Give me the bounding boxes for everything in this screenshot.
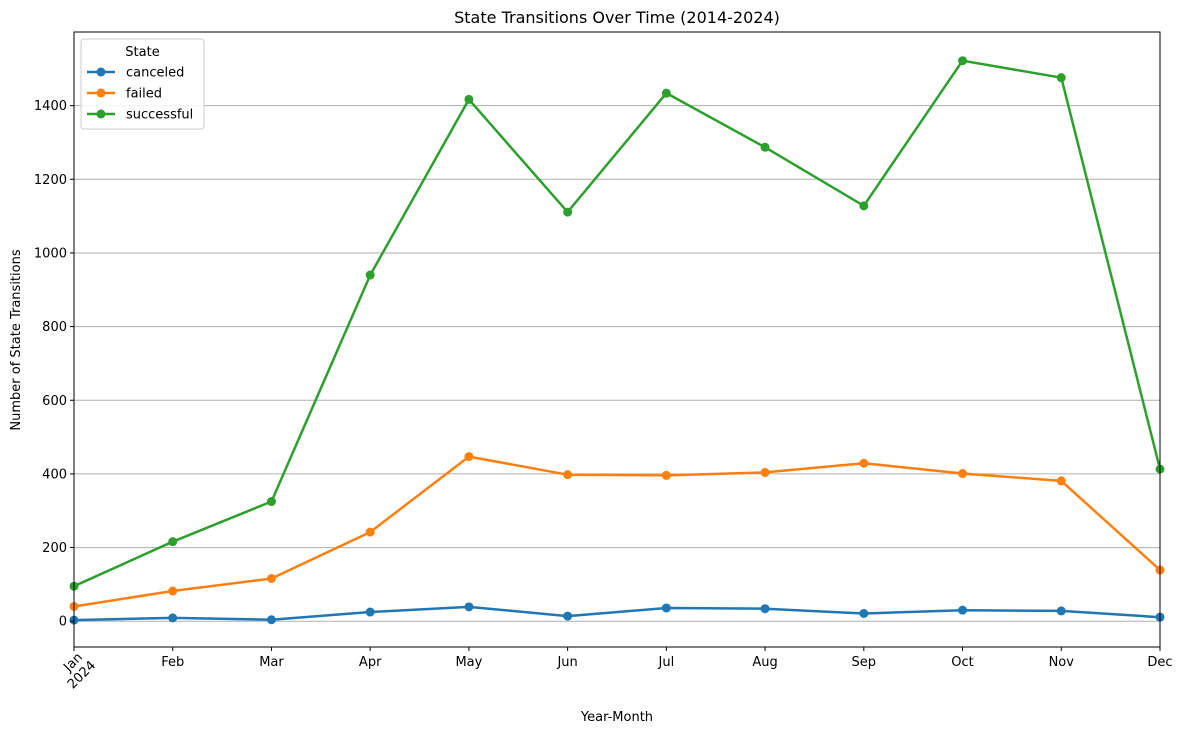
data-point xyxy=(266,574,276,584)
x-tick-label: Feb xyxy=(161,655,184,670)
data-point xyxy=(760,467,770,477)
data-point xyxy=(168,586,178,596)
y-tick-label: 400 xyxy=(42,467,67,482)
grid xyxy=(74,105,1160,622)
legend-box xyxy=(80,38,205,130)
x-tick-label: Apr xyxy=(359,655,382,670)
data-point xyxy=(266,615,276,625)
data-point xyxy=(760,604,770,614)
y-tick-label: 0 xyxy=(59,615,67,630)
legend-label: failed xyxy=(126,87,162,102)
data-point xyxy=(760,142,770,152)
legend-marker xyxy=(96,88,106,98)
data-point xyxy=(365,527,375,537)
y-axis-label: Number of State Transitions xyxy=(9,249,24,430)
x-tick-label: Mar xyxy=(259,655,284,670)
legend-item: failed xyxy=(87,87,162,102)
x-tick-label: Dec xyxy=(1147,655,1172,670)
x-tick-label: Sep xyxy=(852,655,877,670)
data-point xyxy=(958,56,968,66)
x-tick-label: May xyxy=(455,655,482,670)
data-point xyxy=(168,613,178,623)
series-successful xyxy=(69,56,1165,591)
x-tick-label: Jun xyxy=(556,655,577,670)
data-point xyxy=(365,607,375,617)
x-tick-label: Aug xyxy=(752,655,777,670)
x-axis-label: Year-Month xyxy=(580,710,653,725)
series-line xyxy=(73,605,1161,622)
series-canceled xyxy=(69,602,1165,625)
legend-item: canceled xyxy=(87,66,184,81)
data-point xyxy=(266,497,276,507)
data-point xyxy=(859,201,869,211)
y-tick-label: 1400 xyxy=(34,99,67,114)
x-tick-label: Nov xyxy=(1049,655,1075,670)
data-point xyxy=(168,537,178,547)
legend-title: State xyxy=(125,45,159,60)
data-point xyxy=(661,470,671,480)
y-tick-label: 800 xyxy=(42,320,67,335)
data-point xyxy=(958,605,968,615)
data-point xyxy=(1056,476,1066,486)
y-tick-label: 1000 xyxy=(34,246,67,261)
y-tick-label: 200 xyxy=(42,541,67,556)
data-point xyxy=(563,470,573,480)
data-point xyxy=(464,602,474,612)
plot-frame xyxy=(73,31,1161,648)
y-axis: 0 200 400 600 800 1000 1200 1400 xyxy=(34,99,74,630)
chart-title: State Transitions Over Time (2014-2024) xyxy=(454,8,780,27)
series-line xyxy=(73,59,1162,588)
data-point xyxy=(859,608,869,618)
data-point xyxy=(661,88,671,98)
data-point xyxy=(958,469,968,479)
y-tick-label: 600 xyxy=(42,394,67,409)
data-point xyxy=(563,207,573,217)
data-point xyxy=(464,452,474,462)
y-tick-label: 1200 xyxy=(34,173,67,188)
x-tick-label: Jul xyxy=(658,655,675,670)
data-point xyxy=(661,603,671,613)
data-point xyxy=(859,458,869,468)
x-tick-label: Oct xyxy=(951,655,973,670)
data-point xyxy=(1056,73,1066,83)
data-point xyxy=(365,270,375,280)
series-failed xyxy=(69,452,1165,611)
data-point xyxy=(563,611,573,621)
series-layer xyxy=(69,56,1165,625)
series-line xyxy=(73,455,1161,608)
legend-label: canceled xyxy=(126,66,184,81)
legend-item: successful xyxy=(87,108,193,123)
data-point xyxy=(464,94,474,104)
legend: State canceled failed successful xyxy=(80,38,205,130)
legend-marker xyxy=(96,67,106,77)
data-point xyxy=(1056,606,1066,616)
legend-marker xyxy=(96,109,106,119)
legend-label: successful xyxy=(126,108,193,123)
